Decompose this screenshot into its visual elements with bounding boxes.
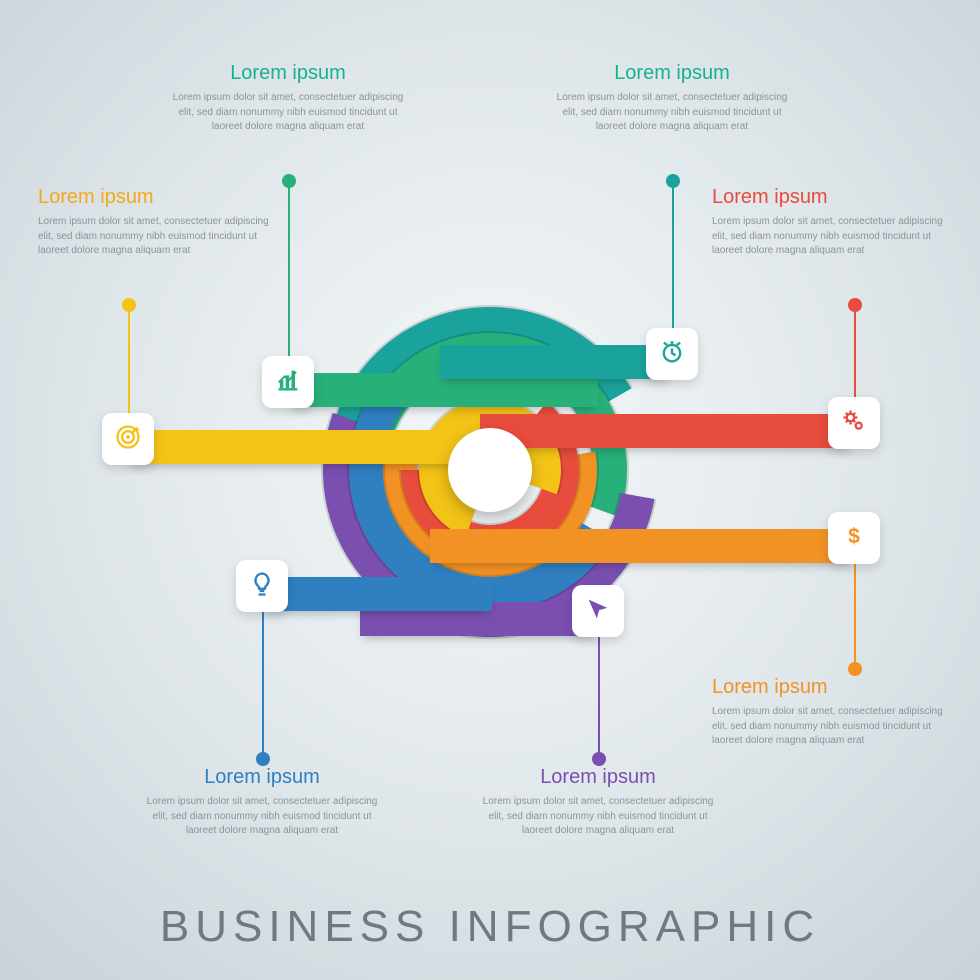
connector-teal — [672, 181, 674, 329]
callout-body: Lorem ipsum dolor sit amet, consectetuer… — [712, 705, 952, 749]
gears-icon — [840, 407, 868, 440]
connector-dot-red — [848, 298, 862, 312]
center-circle — [448, 428, 532, 512]
callout-title: Lorem ipsum — [712, 676, 952, 699]
connector-yellow — [128, 305, 130, 413]
callout-body: Lorem ipsum dolor sit amet, consectetuer… — [142, 795, 382, 839]
connector-purple — [598, 636, 600, 756]
callout-blue: Lorem ipsum Lorem ipsum dolor sit amet, c… — [142, 766, 382, 839]
connector-red — [854, 305, 856, 398]
callout-title: Lorem ipsum — [552, 62, 792, 85]
connector-dot-purple — [592, 752, 606, 766]
callout-body: Lorem ipsum dolor sit amet, consectetuer… — [712, 215, 952, 259]
callout-orange: Lorem ipsum Lorem ipsum dolor sit amet, c… — [712, 676, 952, 749]
callout-teal: Lorem ipsum Lorem ipsum dolor sit amet, c… — [552, 62, 792, 135]
callout-green: Lorem ipsum Lorem ipsum dolor sit amet, c… — [168, 62, 408, 135]
icon-card-orange: $ — [828, 512, 880, 564]
callout-body: Lorem ipsum dolor sit amet, consectetuer… — [552, 91, 792, 135]
bulb-icon — [248, 570, 276, 603]
icon-card-purple — [572, 585, 624, 637]
connector-dot-teal — [666, 174, 680, 188]
ribbon-red — [480, 414, 854, 448]
connector-green — [288, 181, 290, 357]
ribbon-yellow — [128, 430, 460, 464]
dollar-icon: $ — [840, 522, 868, 555]
callout-body: Lorem ipsum dolor sit amet, consectetuer… — [478, 795, 718, 839]
connector-dot-blue — [256, 752, 270, 766]
icon-card-red — [828, 397, 880, 449]
icon-card-teal — [646, 328, 698, 380]
connector-orange — [854, 564, 856, 666]
icon-card-yellow — [102, 413, 154, 465]
target-icon — [114, 423, 142, 456]
cursor-icon — [584, 595, 612, 628]
connector-dot-orange — [848, 662, 862, 676]
connector-blue — [262, 612, 264, 756]
callout-red: Lorem ipsum Lorem ipsum dolor sit amet, c… — [712, 186, 952, 259]
footer-title: BUSINESS INFOGRAPHIC — [0, 902, 980, 952]
callout-yellow: Lorem ipsum Lorem ipsum dolor sit amet, c… — [38, 186, 278, 259]
clock-icon — [658, 338, 686, 371]
ribbon-orange — [430, 529, 854, 563]
icon-card-blue — [236, 560, 288, 612]
svg-text:$: $ — [848, 525, 860, 548]
callout-title: Lorem ipsum — [478, 766, 718, 789]
connector-dot-yellow — [122, 298, 136, 312]
callout-title: Lorem ipsum — [168, 62, 408, 85]
callout-purple: Lorem ipsum Lorem ipsum dolor sit amet, c… — [478, 766, 718, 839]
ribbon-teal — [440, 345, 672, 379]
callout-body: Lorem ipsum dolor sit amet, consectetuer… — [38, 215, 278, 259]
callout-title: Lorem ipsum — [142, 766, 382, 789]
callout-title: Lorem ipsum — [38, 186, 278, 209]
chart-icon — [274, 366, 302, 399]
ribbon-blue — [262, 577, 492, 611]
callout-body: Lorem ipsum dolor sit amet, consectetuer… — [168, 91, 408, 135]
callout-title: Lorem ipsum — [712, 186, 952, 209]
icon-card-green — [262, 356, 314, 408]
infographic-stage: BUSINESS INFOGRAPHIC Lorem ipsumLorem ip… — [0, 0, 980, 980]
connector-dot-green — [282, 174, 296, 188]
